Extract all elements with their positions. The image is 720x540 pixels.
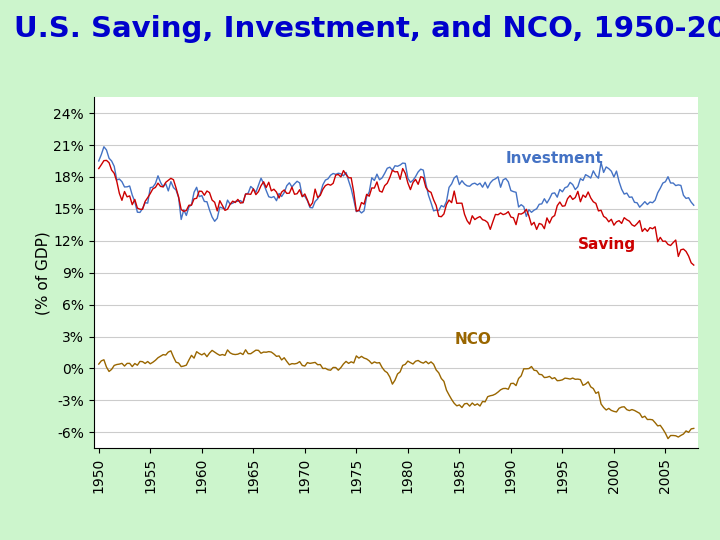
Y-axis label: (% of GDP): (% of GDP) xyxy=(35,231,50,315)
Text: Investment: Investment xyxy=(505,151,603,166)
Text: U.S. Saving, Investment, and NCO, 1950-2007: U.S. Saving, Investment, and NCO, 1950-2… xyxy=(14,15,720,43)
Text: NCO: NCO xyxy=(454,332,491,347)
Text: Saving: Saving xyxy=(578,237,636,252)
